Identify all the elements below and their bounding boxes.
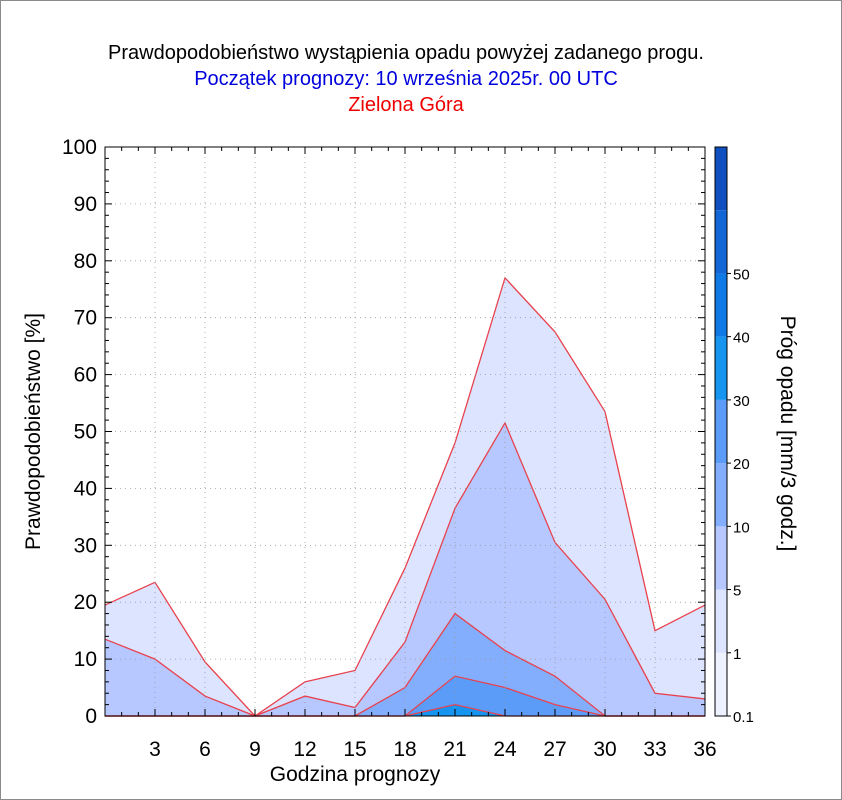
- colorbar-tick-label: 30: [733, 393, 750, 410]
- colorbar-segment: [715, 589, 727, 653]
- x-tick-label: 27: [543, 738, 566, 761]
- x-tick-label: 15: [343, 738, 366, 761]
- y-tick-label: 100: [62, 136, 97, 159]
- y-tick-label: 90: [74, 193, 97, 216]
- x-tick-label: 12: [293, 738, 316, 761]
- colorbar-segment: [715, 463, 727, 527]
- chart-location: Zielona Góra: [348, 94, 464, 116]
- area-threshold-10: [105, 676, 705, 716]
- colorbar-tick-label: 20: [733, 456, 750, 473]
- plot-area: 3 6 9 12 15 18 21 24 27 30 33 360102030405060708090…: [22, 136, 717, 786]
- x-tick-label: 18: [393, 738, 416, 761]
- colorbar-segment: [715, 652, 727, 716]
- colorbar-segment: [715, 399, 727, 464]
- y-tick-label: 30: [74, 534, 97, 557]
- x-tick-label: 21: [443, 738, 466, 761]
- colorbar-segment: [715, 336, 727, 400]
- y-tick-label: 50: [74, 421, 97, 444]
- line-threshold-0_1: [104, 276, 706, 717]
- y-tick-label: 0: [85, 705, 97, 728]
- x-tick-label: 24: [493, 738, 517, 761]
- x-tick-label: 9: [249, 738, 261, 761]
- y-tick-label: 80: [74, 250, 97, 273]
- y-tick-label: 20: [74, 591, 97, 614]
- colorbar-segment: [715, 273, 727, 337]
- x-tick-label: 36: [693, 738, 716, 761]
- x-tick-label: 3: [149, 738, 161, 761]
- colorbar-tick-label: 1: [733, 646, 741, 663]
- area-threshold-5: [105, 613, 705, 716]
- y-tick-label: 70: [74, 307, 97, 330]
- colorbar-frame: [714, 146, 728, 717]
- colorbar-tick-label: 40: [733, 330, 750, 347]
- colorbar-tick-label: 50: [733, 266, 750, 283]
- colorbar-segment: [715, 147, 727, 211]
- chart-title: Prawdopodobieństwo wystąpienia opadu pow…: [108, 42, 704, 64]
- y-axis-label: Prawdopodobieństwo [%]: [22, 313, 45, 550]
- colorbar-tick-label: 10: [733, 519, 750, 536]
- y-tick-label: 60: [74, 364, 97, 387]
- colorbar-segment: [715, 526, 727, 590]
- y-tick-label: 10: [74, 648, 97, 671]
- y-tick-label: 40: [74, 477, 97, 500]
- colorbar-tick-label: 5: [733, 583, 741, 600]
- x-tick-label: 33: [643, 738, 666, 761]
- x-axis-label: Godzina prognozy: [270, 763, 441, 786]
- colorbar-segment: [715, 210, 727, 274]
- colorbar: 0.1 1 5 10 20 30 40 50 Próg opadu [mm/3 godz.]: [714, 146, 799, 726]
- x-tick-label: 30: [593, 738, 616, 761]
- x-tick-label: 6: [199, 738, 211, 761]
- colorbar-label: Próg opadu [mm/3 godz.]: [776, 316, 799, 552]
- colorbar-tick-label: 0.1: [733, 709, 754, 726]
- chart-subtitle: Początek prognozy: 10 września 2025r. 00…: [194, 68, 618, 90]
